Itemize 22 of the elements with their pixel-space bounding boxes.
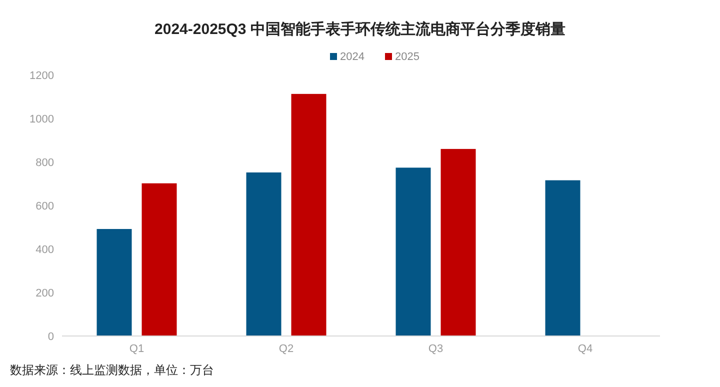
x-tick-label: Q1	[129, 343, 144, 355]
source-note: 数据来源：线上监测数据，单位：万台	[10, 363, 214, 377]
chart-title: 2024-2025Q3 中国智能手表手环传统主流电商平台分季度销量	[154, 20, 566, 38]
bar	[440, 148, 476, 336]
bar	[396, 168, 431, 336]
y-tick-label: 1200	[30, 70, 54, 82]
x-tick-label: Q2	[278, 343, 294, 355]
bar	[142, 183, 177, 336]
bar	[246, 172, 282, 336]
bar	[291, 94, 326, 336]
x-tick-label: Q3	[428, 343, 444, 355]
y-tick-label: 600	[36, 200, 54, 212]
y-tick-label: 1000	[30, 113, 54, 126]
bar	[545, 180, 580, 336]
legend-label: 2024	[340, 51, 364, 63]
y-tick-label: 0	[48, 330, 54, 343]
y-tick-label: 800	[36, 156, 54, 169]
y-tick-label: 400	[36, 244, 54, 256]
bar	[96, 228, 132, 336]
x-tick-label: Q4	[578, 343, 593, 355]
y-tick-label: 200	[36, 287, 54, 300]
legend-label: 2025	[395, 51, 420, 63]
